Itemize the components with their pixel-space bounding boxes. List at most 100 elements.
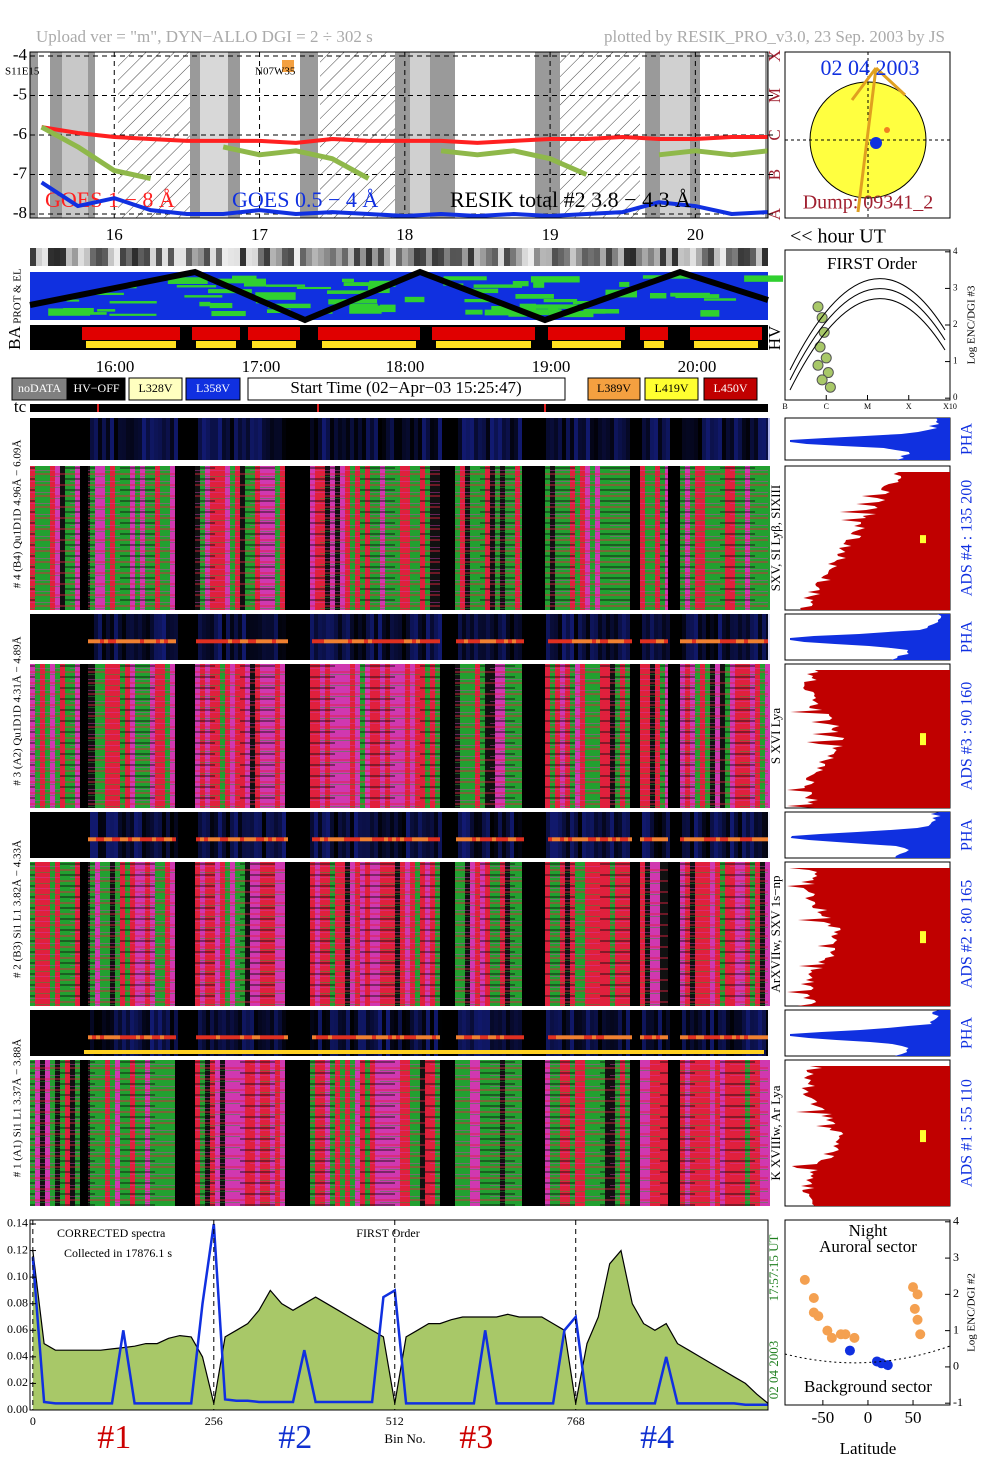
pha-column: [430, 812, 434, 858]
pha-line: [520, 1035, 524, 1040]
pha-column: [558, 812, 562, 858]
pha-column: [626, 1010, 630, 1056]
y-tick-label: 1: [953, 1322, 959, 1336]
pha-line: [432, 837, 436, 842]
pha-column: [398, 418, 402, 460]
ba-red: [640, 327, 668, 340]
pha-column: [162, 1010, 166, 1056]
pha-column: [418, 812, 422, 858]
pha-line: [472, 837, 476, 842]
pha-column: [478, 614, 482, 660]
pha-line: [616, 1035, 620, 1040]
pha-column: [362, 812, 366, 858]
pha-column: [90, 1010, 94, 1056]
pha-column: [266, 1010, 270, 1056]
point: [812, 359, 824, 371]
pha-line: [156, 1035, 160, 1040]
prot-blob: [704, 298, 737, 301]
y-tick-label: 0.10: [7, 1269, 28, 1283]
rate-strip: [228, 248, 234, 266]
pha-column: [358, 418, 362, 460]
pha-line: [240, 639, 244, 644]
pha-column: [386, 418, 390, 460]
pha-column: [242, 418, 246, 460]
pha-column: [206, 614, 210, 660]
pha-line: [376, 639, 380, 644]
x-tick-label: 0: [30, 1414, 36, 1428]
pha-column: [438, 1010, 442, 1056]
pha-column: [266, 614, 270, 660]
pha-column: [406, 1010, 410, 1056]
pha-line: [456, 1035, 460, 1040]
pha-line: [572, 639, 576, 644]
pha-line: [600, 1035, 604, 1040]
pha-line: [732, 1035, 736, 1040]
pha-column: [494, 1010, 498, 1056]
pha-column: [614, 614, 618, 660]
pha-column: [130, 812, 134, 858]
pha-column: [310, 614, 314, 660]
pha-line: [256, 1035, 260, 1040]
x-tick-label: 50: [905, 1408, 922, 1427]
pha-column: [114, 418, 118, 460]
pha-column: [606, 1010, 610, 1056]
ads-label: ADS #4 : 135 200: [959, 480, 976, 596]
pha-column: [106, 418, 110, 460]
rate-strip: [186, 248, 192, 266]
pha-column: [374, 812, 378, 858]
pha-column: [550, 418, 554, 460]
pha-line: [328, 837, 332, 842]
prot-blob: [265, 284, 306, 287]
pha-line: [336, 639, 340, 644]
pha-column: [554, 812, 558, 858]
pha-line: [692, 837, 696, 842]
pha-column: [198, 1010, 202, 1056]
legend-label: L358V: [196, 381, 230, 395]
pha-column: [458, 614, 462, 660]
pha-line: [140, 639, 144, 644]
pha-column: [422, 1010, 426, 1056]
rate-strip: [522, 248, 528, 266]
pha-line: [480, 837, 484, 842]
prot-blob: [74, 312, 107, 315]
ba-yellow: [252, 341, 296, 348]
pha-line: [316, 837, 320, 842]
pha-line: [756, 837, 760, 842]
pha-column: [498, 614, 502, 660]
pha-column: [270, 418, 274, 460]
rate-strip: [414, 248, 420, 266]
pha-line: [172, 837, 176, 842]
pha-column: [398, 812, 402, 858]
rate-strip: [396, 248, 402, 266]
pha-column: [570, 418, 574, 460]
y-tick-label: 0.06: [7, 1322, 28, 1336]
pha-column: [666, 418, 670, 460]
pha-label: PHA: [959, 1017, 976, 1049]
pha-column: [102, 812, 106, 858]
pha-column: [170, 614, 174, 660]
pha-column: [318, 812, 322, 858]
rate-strip: [138, 248, 144, 266]
pha-line: [252, 1035, 256, 1040]
rate-strip: [504, 248, 510, 266]
pha-column: [218, 614, 222, 660]
prot-blob: [619, 281, 630, 287]
pha-line: [752, 837, 756, 842]
pha-line: [420, 837, 424, 842]
rate-strip: [630, 248, 636, 266]
pha-column: [382, 1010, 386, 1056]
pha-line: [644, 1035, 648, 1040]
pha-column: [566, 1010, 570, 1056]
pha-line: [212, 1035, 216, 1040]
pha-column: [414, 812, 418, 858]
prot-blob: [515, 294, 554, 299]
pha-column: [578, 1010, 582, 1056]
y-tick-label: 3: [953, 282, 958, 292]
pha-column: [582, 418, 586, 460]
pha-column: [622, 1010, 626, 1056]
pha-column: [166, 812, 170, 858]
pha-line: [660, 1035, 664, 1040]
pha-column: [742, 614, 746, 660]
pha-column: [398, 614, 402, 660]
pha-column: [438, 614, 442, 660]
